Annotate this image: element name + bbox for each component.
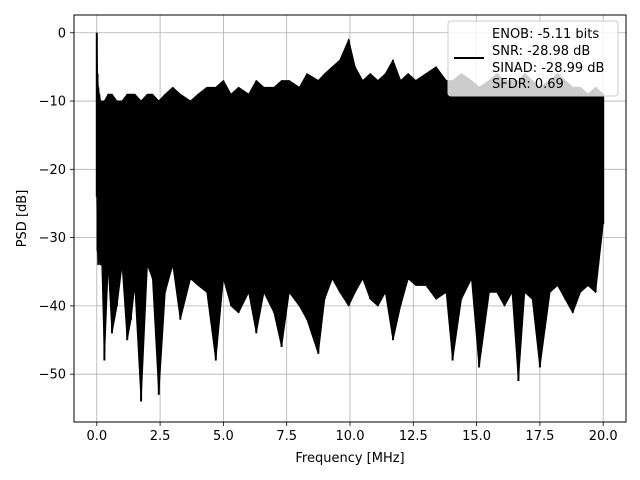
y-tick-label: −40 bbox=[39, 299, 66, 314]
plot-area bbox=[95, 32, 605, 402]
y-tick-label: −20 bbox=[39, 163, 66, 178]
legend-entry-sfdr: SFDR: 0.69 bbox=[492, 77, 564, 92]
x-tick-label: 10.0 bbox=[336, 429, 365, 444]
x-tick-label: 0.0 bbox=[86, 429, 107, 444]
y-tick-label: −50 bbox=[39, 368, 66, 383]
x-tick-label: 7.5 bbox=[276, 429, 297, 444]
axis-ticks: 0.0 2.5 5.0 7.5 10.0 12.5 15.0 17.5 20.0 0 −10 −20 −… bbox=[39, 26, 618, 444]
x-tick-label: 5.0 bbox=[213, 429, 234, 444]
y-tick-label: −10 bbox=[39, 95, 66, 110]
legend-entry-snr: SNR: -28.98 dB bbox=[492, 44, 590, 59]
legend-entry-enob: ENOB: -5.11 bits bbox=[492, 27, 599, 42]
x-axis-label: Frequency [MHz] bbox=[295, 451, 404, 466]
y-tick-label: −30 bbox=[39, 231, 66, 246]
y-axis-label: PSD [dB] bbox=[15, 190, 30, 248]
legend-box bbox=[447, 20, 619, 97]
legend: ENOB: -5.11 bits SNR: -28.98 dB SINAD: -… bbox=[447, 20, 619, 97]
y-tick-label: 0 bbox=[58, 26, 66, 41]
x-tick-label: 17.5 bbox=[525, 429, 554, 444]
x-tick-label: 2.5 bbox=[150, 429, 171, 444]
x-tick-label: 15.0 bbox=[462, 429, 491, 444]
legend-entry-sinad: SINAD: -28.99 dB bbox=[492, 61, 604, 76]
x-tick-label: 12.5 bbox=[399, 429, 428, 444]
x-tick-label: 20.0 bbox=[589, 429, 618, 444]
